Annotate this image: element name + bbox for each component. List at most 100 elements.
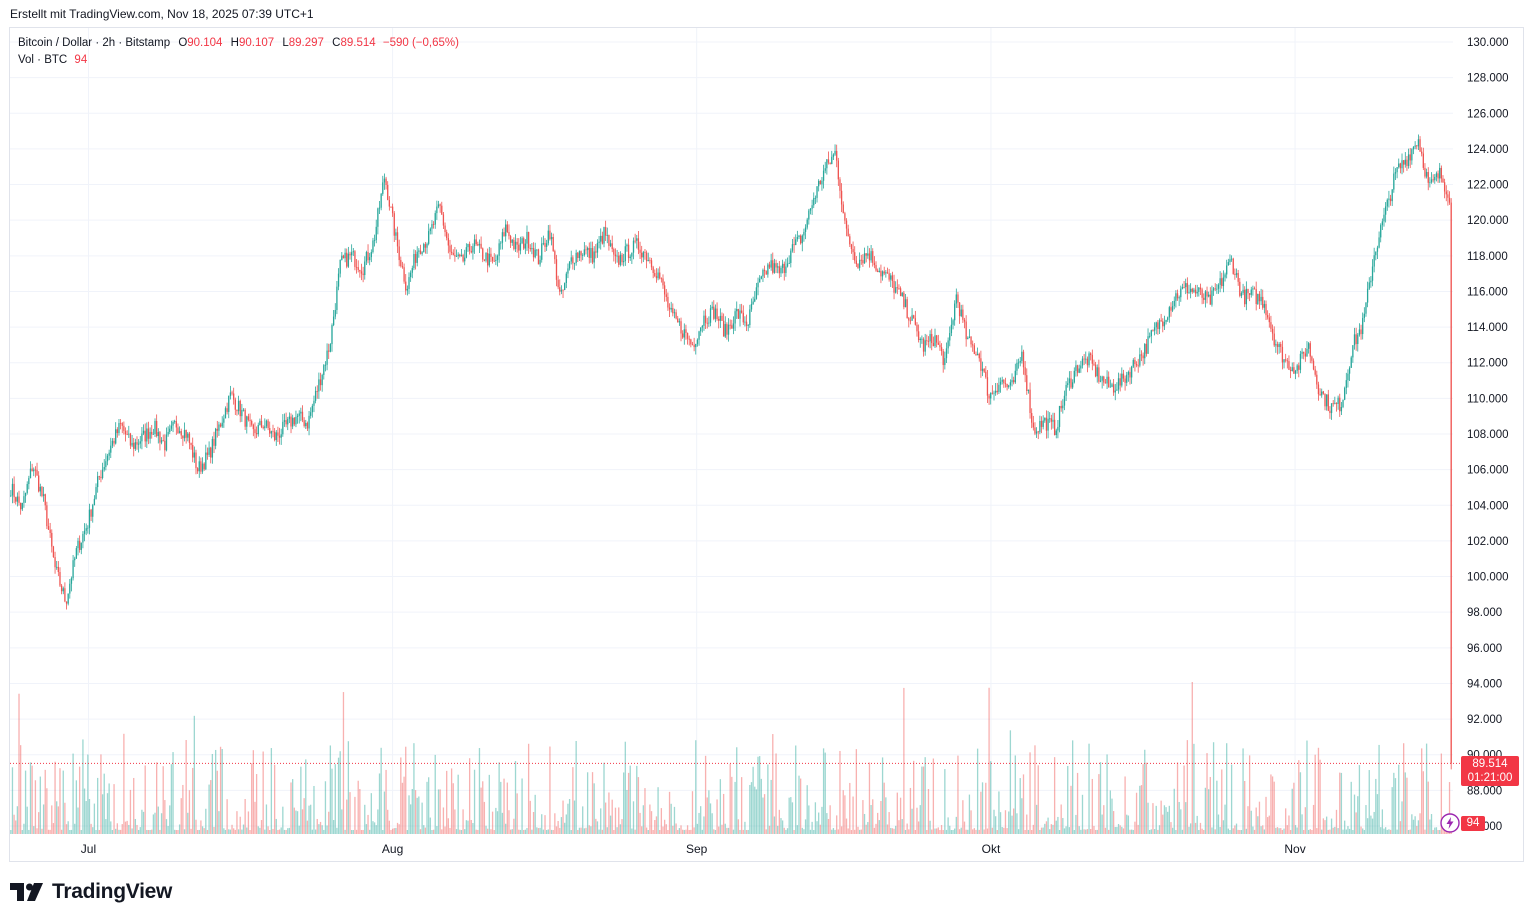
candle-body <box>1086 358 1089 366</box>
volume-bar <box>229 829 232 834</box>
volume-bar <box>1090 828 1092 834</box>
candle-body <box>249 419 251 421</box>
candle-body <box>465 247 468 258</box>
candle-body <box>491 256 494 261</box>
candle-body <box>228 395 230 412</box>
candle-body <box>1445 191 1447 195</box>
volume-bar <box>470 819 472 834</box>
candle-body <box>1152 330 1154 332</box>
candle-body <box>100 476 102 478</box>
candle-body <box>1237 273 1239 282</box>
volume-label[interactable]: Vol · BTC <box>18 54 68 66</box>
volume-bar <box>519 829 522 834</box>
volume-bar <box>601 829 604 834</box>
volume-bar <box>931 829 933 834</box>
volume-bar <box>203 828 205 834</box>
volume-bar <box>346 799 348 834</box>
volume-bar <box>124 821 127 834</box>
volume-bar <box>586 772 589 834</box>
candle-body <box>272 431 274 433</box>
candle-body <box>441 205 443 215</box>
volume-bar <box>259 827 261 834</box>
candle-body <box>505 224 507 237</box>
candle-body <box>60 585 63 592</box>
volume-bar <box>521 778 523 834</box>
volume-bar <box>328 811 330 834</box>
volume-bar <box>1189 823 1192 834</box>
candle-body <box>1376 247 1379 252</box>
volume-bar <box>1296 827 1298 834</box>
volume-bar <box>1255 807 1257 834</box>
candle-body <box>837 160 839 180</box>
volume-bar <box>1398 764 1400 834</box>
candle-body <box>672 308 674 314</box>
volume-bar <box>226 799 228 834</box>
candle-body <box>131 442 133 446</box>
volume-bar <box>1404 772 1406 834</box>
candle-body <box>137 443 140 445</box>
volume-bar <box>1026 814 1028 834</box>
candle-body <box>636 238 638 241</box>
candle-body <box>708 322 710 324</box>
volume-bar <box>1311 829 1313 834</box>
candle-body <box>976 353 979 356</box>
volume-bar <box>729 763 731 834</box>
volume-bar <box>799 778 802 834</box>
volume-bar <box>74 823 76 834</box>
volume-bar <box>421 802 423 834</box>
volume-bar <box>1275 827 1277 834</box>
candle-body <box>1406 159 1408 166</box>
volume-bar <box>1299 772 1302 834</box>
candle-body <box>914 318 917 325</box>
volume-bar <box>108 783 110 834</box>
volume-bar <box>878 820 880 834</box>
candle-body <box>777 266 779 268</box>
volume-bar <box>693 827 695 834</box>
volume-bar <box>172 752 174 834</box>
candle-body <box>141 433 143 442</box>
volume-bar <box>391 828 394 834</box>
volume-bar <box>306 820 309 834</box>
volume-bar <box>1281 829 1284 834</box>
candle-body <box>598 241 600 243</box>
lightning-icon[interactable] <box>1440 813 1460 833</box>
volume-bar <box>490 829 492 834</box>
candle-body <box>369 257 371 261</box>
candle-body <box>1191 288 1193 292</box>
candle-body <box>1221 278 1223 287</box>
candle-body <box>1248 293 1251 295</box>
volume-bar <box>59 768 61 834</box>
candle-body <box>121 423 123 426</box>
candle-body <box>1167 317 1169 320</box>
candle-body <box>1306 348 1308 357</box>
tradingview-logo[interactable]: TradingView <box>10 880 172 904</box>
volume-bar <box>1058 829 1061 834</box>
volume-bar <box>919 805 921 834</box>
candle-body <box>1226 265 1228 275</box>
candle-body <box>662 278 664 286</box>
candle-body <box>631 252 633 257</box>
candle-body <box>51 532 53 547</box>
candle-body <box>868 253 871 261</box>
volume-bar <box>1011 815 1013 834</box>
volume-bar <box>1214 829 1216 834</box>
candle-body <box>105 461 107 468</box>
candle-body <box>298 413 300 416</box>
volume-bar <box>949 825 951 834</box>
volume-bar <box>450 768 453 834</box>
volume-bar <box>188 790 191 834</box>
volume-bar <box>611 799 613 834</box>
symbol-label[interactable]: Bitcoin / Dollar · 2h · Bitstamp <box>18 37 171 49</box>
volume-bar <box>870 805 872 834</box>
volume-bar <box>803 829 805 834</box>
volume-bar <box>252 750 254 834</box>
candle-body <box>632 240 635 253</box>
volume-bar <box>1384 827 1387 834</box>
candle-body <box>1134 359 1136 364</box>
candle-body <box>90 509 92 517</box>
candle-body <box>398 246 400 261</box>
chart-frame[interactable] <box>9 27 1524 862</box>
candle-body <box>1425 172 1428 177</box>
candle-body <box>896 287 898 289</box>
